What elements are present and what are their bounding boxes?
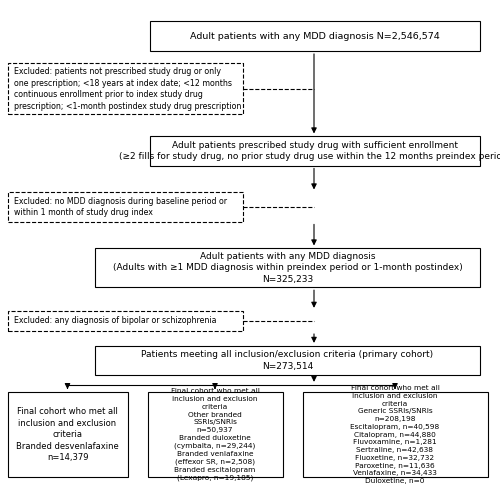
FancyBboxPatch shape — [8, 192, 242, 222]
Text: Final cohort who met all
inclusion and exclusion
criteria
Other branded
SSRIs/SN: Final cohort who met all inclusion and e… — [170, 388, 260, 481]
FancyBboxPatch shape — [95, 248, 480, 287]
FancyBboxPatch shape — [8, 311, 242, 331]
Text: Adult patients with any MDD diagnosis N=2,546,574: Adult patients with any MDD diagnosis N=… — [190, 32, 440, 40]
Text: Final cohort who met all
inclusion and exclusion
criteria
Branded desvenlafaxine: Final cohort who met all inclusion and e… — [16, 407, 119, 462]
FancyBboxPatch shape — [150, 136, 480, 166]
Text: Final cohort who met all
inclusion and exclusion
criteria
Generic SSRIs/SNRIs
n=: Final cohort who met all inclusion and e… — [350, 385, 440, 484]
Text: Excluded: any diagnosis of bipolar or schizophrenia: Excluded: any diagnosis of bipolar or sc… — [14, 317, 216, 325]
FancyBboxPatch shape — [95, 346, 480, 375]
FancyBboxPatch shape — [8, 392, 128, 477]
FancyBboxPatch shape — [150, 21, 480, 51]
FancyBboxPatch shape — [8, 63, 242, 114]
Text: Excluded: patients not prescribed study drug or only
one prescription; <18 years: Excluded: patients not prescribed study … — [14, 67, 241, 111]
FancyBboxPatch shape — [148, 392, 282, 477]
Text: Excluded: no MDD diagnosis during baseline period or
within 1 month of study dru: Excluded: no MDD diagnosis during baseli… — [14, 197, 226, 217]
FancyBboxPatch shape — [302, 392, 488, 477]
Text: Adult patients prescribed study drug with sufficient enrollment
(≥2 fills for st: Adult patients prescribed study drug wit… — [119, 141, 500, 161]
Text: Patients meeting all inclusion/exclusion criteria (primary cohort)
N=273,514: Patients meeting all inclusion/exclusion… — [142, 350, 434, 371]
Text: Adult patients with any MDD diagnosis
(Adults with ≥1 MDD diagnosis within prein: Adult patients with any MDD diagnosis (A… — [112, 252, 463, 284]
